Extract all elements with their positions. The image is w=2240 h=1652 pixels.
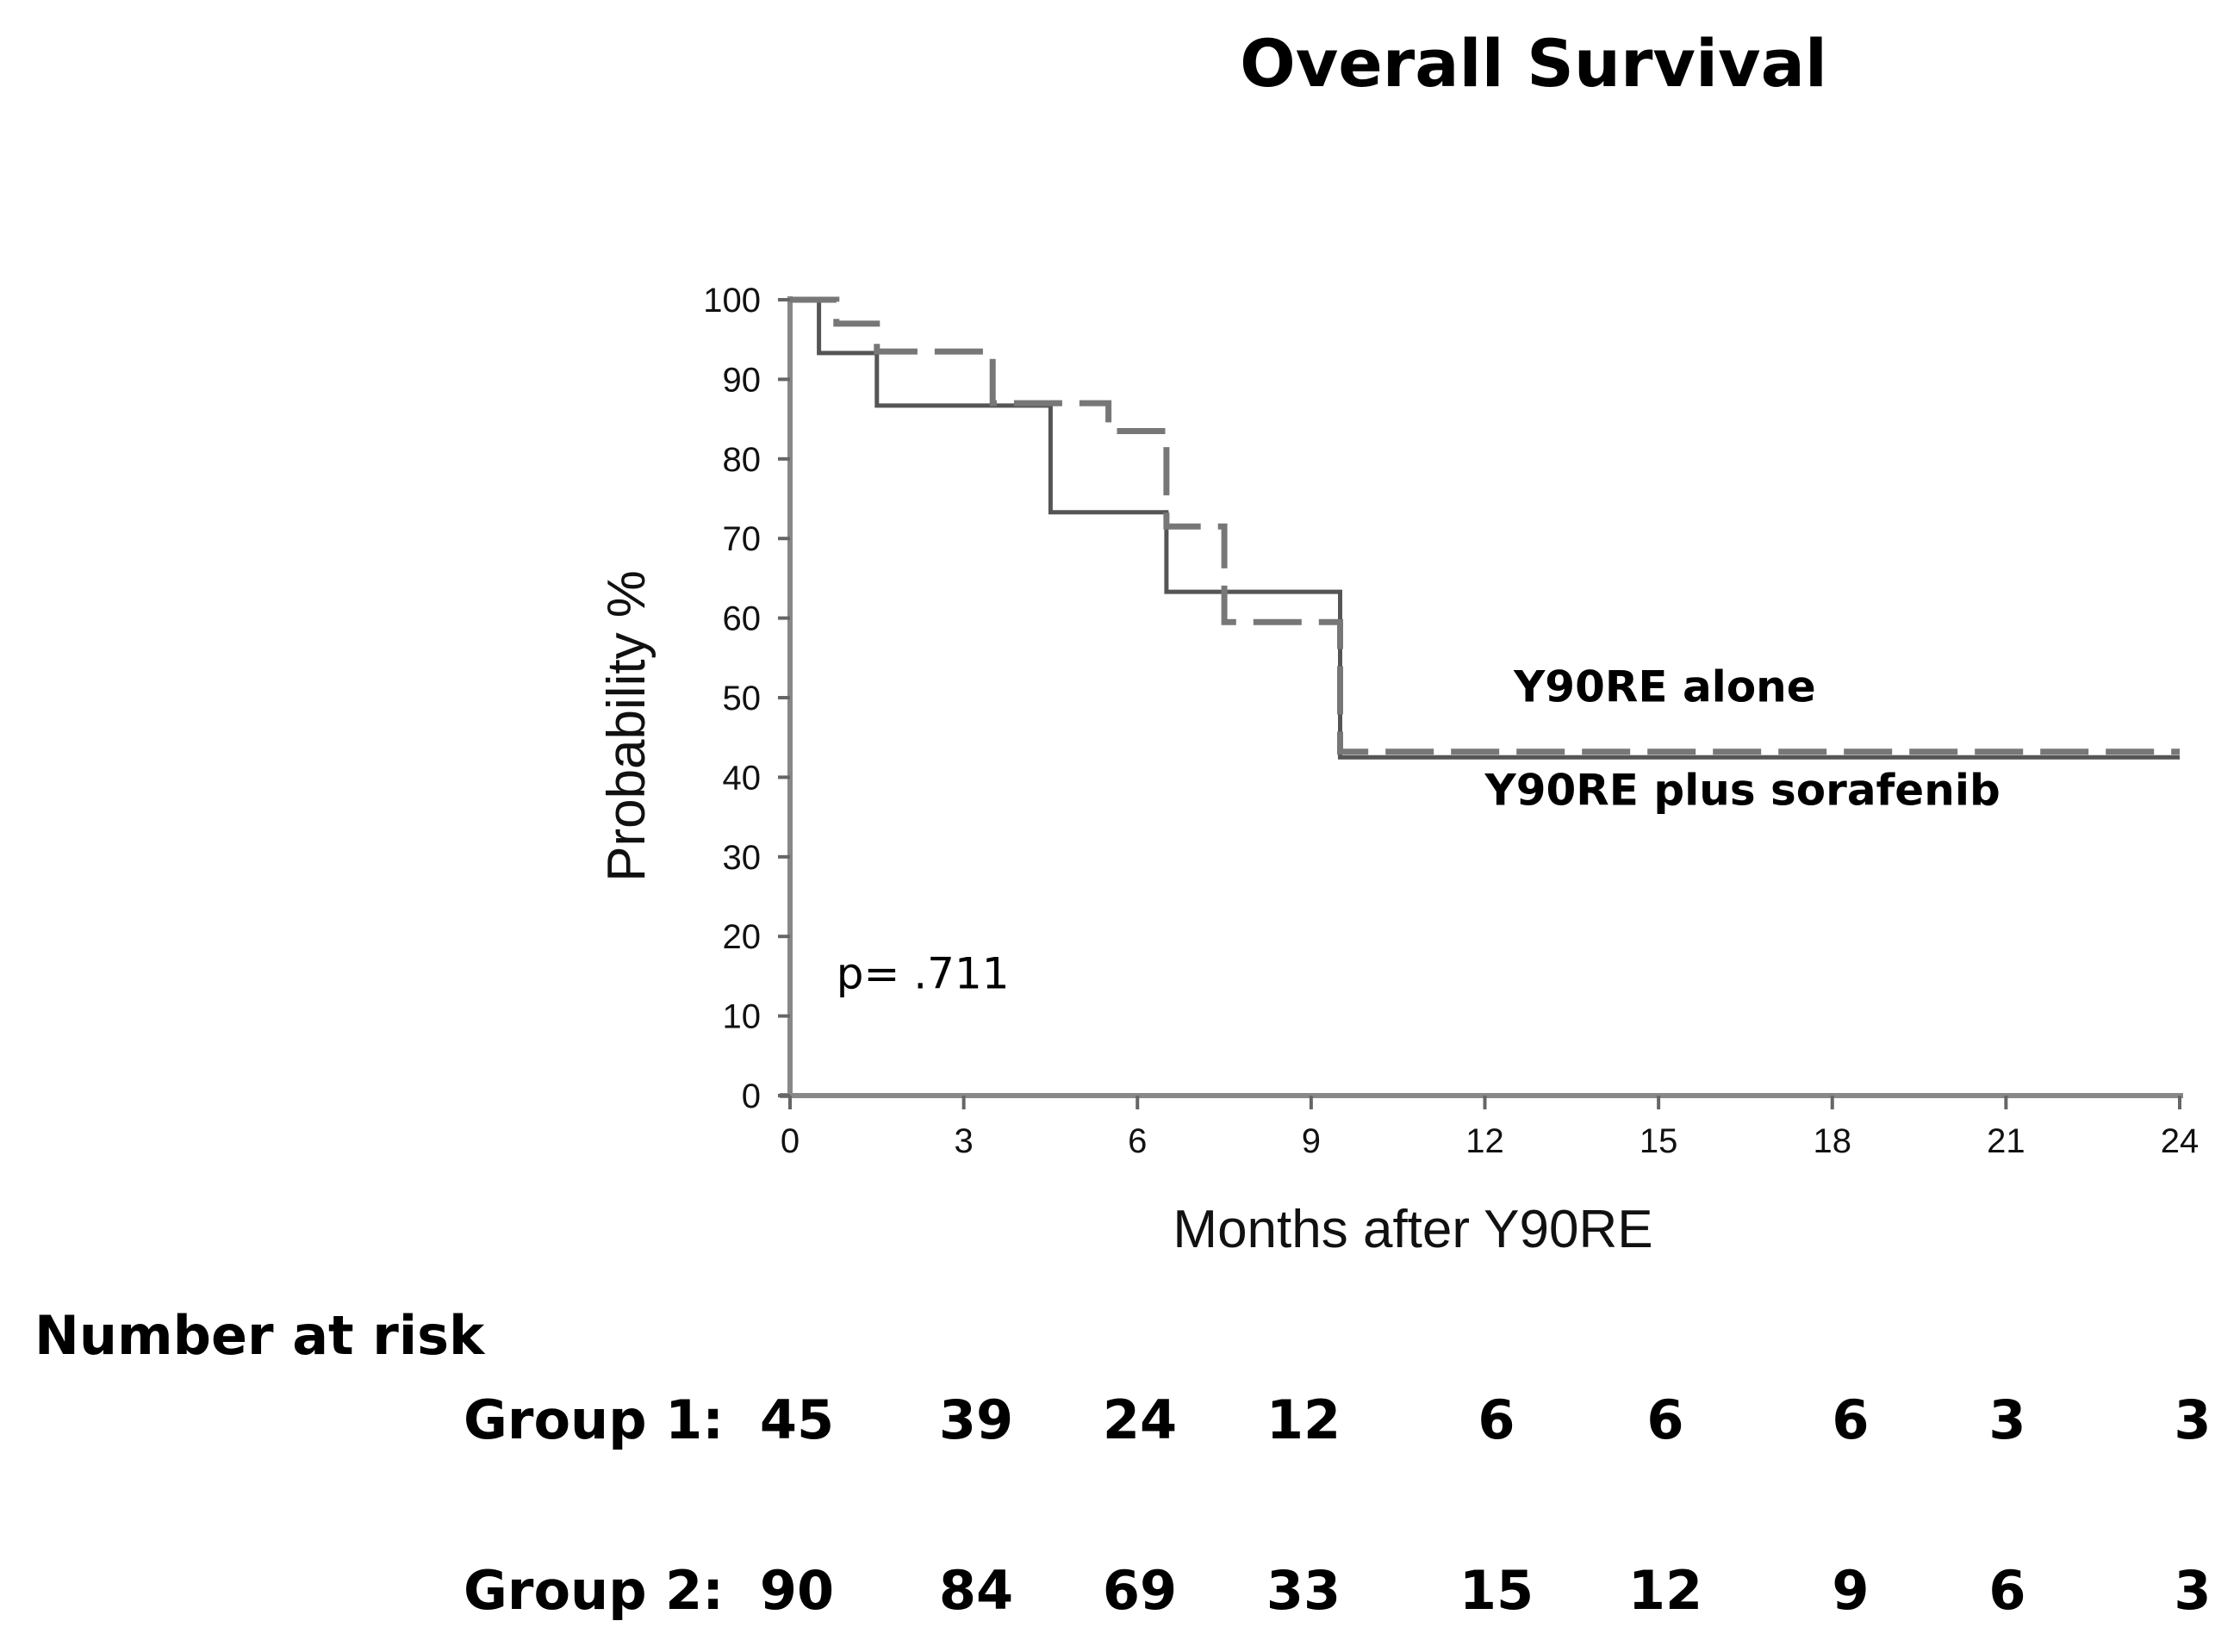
risk-table-cell: 9 — [1832, 1559, 1869, 1622]
y-tick-label: 60 — [723, 600, 762, 638]
risk-row-label: Group 2: — [464, 1559, 724, 1622]
risk-table-cell: 12 — [1266, 1388, 1341, 1451]
y-tick-label: 50 — [723, 680, 762, 717]
risk-table-cell: 69 — [1103, 1559, 1177, 1622]
x-tick-label: 21 — [1987, 1122, 2025, 1160]
series-label-annotation: Y90RE plus sorafenib — [1484, 766, 2000, 816]
risk-table-cell: 15 — [1459, 1559, 1534, 1622]
x-tick-label: 18 — [1814, 1122, 1852, 1160]
y-tick-label: 10 — [723, 998, 762, 1036]
x-tick-label: 24 — [2161, 1122, 2200, 1160]
y-tick-label: 40 — [723, 759, 762, 797]
risk-table-cell: 84 — [939, 1559, 1013, 1622]
y-tick-label: 30 — [723, 839, 762, 877]
risk-row-label: Group 1: — [464, 1388, 724, 1451]
risk-table-cell: 3 — [1988, 1388, 2025, 1451]
risk-table-title: Number at risk — [34, 1304, 486, 1367]
series-line-0 — [790, 297, 2180, 760]
risk-table-cell: 6 — [1988, 1559, 2025, 1622]
p-value-annotation: p= .711 — [837, 948, 1010, 998]
risk-table-cell: 12 — [1628, 1559, 1702, 1622]
risk-table-cell: 33 — [1266, 1559, 1341, 1622]
series-line-1 — [790, 296, 2180, 755]
x-tick-label: 12 — [1465, 1122, 1504, 1160]
axes: 0 10 20 30 40 50 60 70 80 90 100 0 3 6 9 12 15 18 21 24 — [703, 282, 2199, 1160]
risk-table-cell: 90 — [760, 1559, 834, 1622]
x-tick-label: 15 — [1640, 1122, 1678, 1160]
y-tick-label: 90 — [723, 361, 762, 399]
y-tick-label: 0 — [742, 1078, 761, 1115]
x-tick-label: 3 — [955, 1122, 974, 1160]
chart-title: Overall Survival — [1240, 25, 1827, 102]
annotations: Y90RE alone Y90RE plus sorafenib p= .711 — [837, 662, 2000, 999]
risk-table-cell: 39 — [939, 1388, 1013, 1451]
y-tick-label: 100 — [703, 282, 761, 320]
y-tick-label: 80 — [723, 441, 762, 479]
risk-table-cell: 24 — [1103, 1388, 1177, 1451]
series-label-annotation: Y90RE alone — [1513, 662, 1816, 712]
risk-table-cell: 45 — [760, 1388, 834, 1451]
series-layer — [790, 296, 2180, 760]
x-tick-label: 6 — [1128, 1122, 1147, 1160]
risk-table-cell: 3 — [2174, 1559, 2211, 1622]
x-tick-label: 9 — [1302, 1122, 1321, 1160]
y-tick-label: 70 — [723, 520, 762, 558]
y-tick-label: 20 — [723, 918, 762, 956]
risk-table-cell: 3 — [2174, 1388, 2211, 1451]
risk-table-cell: 6 — [1832, 1388, 1869, 1451]
risk-table-cell: 6 — [1646, 1388, 1683, 1451]
y-axis-label: Probability % — [597, 570, 656, 882]
risk-table-cell: 6 — [1478, 1388, 1515, 1451]
x-tick-label: 0 — [781, 1122, 800, 1160]
x-axis-label: Months after Y90RE — [1173, 1200, 1652, 1259]
